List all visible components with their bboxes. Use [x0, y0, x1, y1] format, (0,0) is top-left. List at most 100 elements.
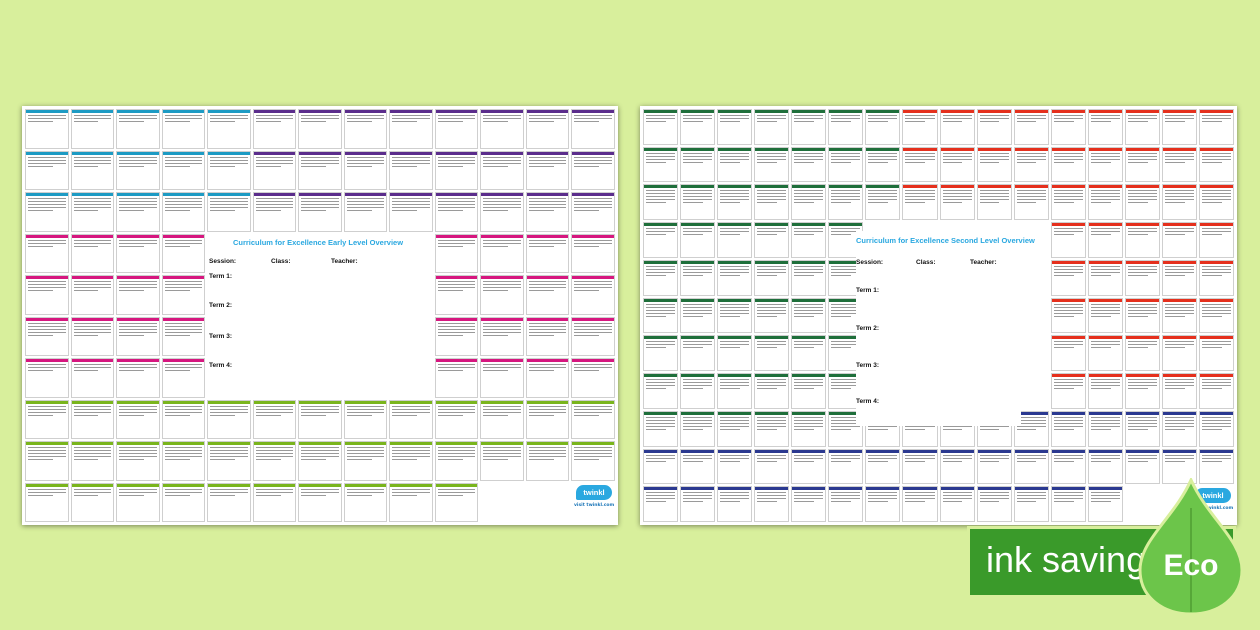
outcome-cell — [976, 448, 1012, 485]
outcome-cell — [571, 316, 615, 356]
outcome-cell — [161, 192, 206, 232]
outcome-cell — [643, 109, 679, 145]
outcome-cell — [976, 146, 1012, 183]
outcome-cell — [976, 486, 1012, 522]
outcome-cell — [680, 259, 716, 296]
outcome-cell — [525, 192, 570, 232]
outcome-cell — [25, 441, 69, 481]
outcome-cell — [116, 275, 160, 315]
leaf-icon: Eco — [1138, 478, 1244, 616]
outcome-cell — [116, 358, 160, 398]
outcome-cell — [1124, 410, 1160, 447]
outcome-cell — [298, 441, 342, 481]
outcome-cell — [1124, 184, 1160, 221]
outcome-cell — [791, 222, 827, 258]
outcome-cell — [525, 399, 570, 439]
outcome-cell — [754, 486, 790, 522]
outcome-cell — [161, 109, 206, 149]
outcome-cell — [680, 184, 716, 221]
outcome-cell — [70, 109, 115, 149]
outcome-cell — [1050, 297, 1086, 334]
twinkl-url: visit twinkl.com — [574, 503, 615, 508]
outcome-cell — [207, 150, 251, 190]
outcome-cell — [70, 233, 115, 273]
outcome-cell — [389, 150, 433, 190]
outcome-cell — [116, 109, 160, 149]
outcome-cell — [116, 441, 160, 481]
outcome-cell — [434, 358, 479, 398]
outcome-cell — [1087, 448, 1123, 485]
outcome-cell — [643, 297, 679, 334]
outcome-cell — [791, 335, 827, 372]
outcome-cell — [571, 150, 615, 190]
outcome-cell — [571, 192, 615, 232]
outcome-cell — [252, 482, 297, 522]
outcome-cell — [1087, 222, 1123, 258]
outcome-cell — [161, 316, 206, 356]
outcome-cell — [207, 109, 251, 149]
outcome-cell — [976, 109, 1012, 145]
outcome-cell — [343, 399, 388, 439]
outcome-cell — [1050, 259, 1086, 296]
outcome-cell — [525, 150, 570, 190]
outcome-cell — [434, 109, 479, 149]
outcome-cell — [680, 448, 716, 485]
outcome-cell — [828, 146, 864, 183]
outcome-cell — [717, 410, 753, 447]
second-teacher-label: Teacher: — [970, 259, 997, 266]
outcome-cell — [791, 109, 827, 145]
outcome-cell — [434, 233, 479, 273]
outcome-cell — [252, 399, 297, 439]
outcome-cell — [525, 109, 570, 149]
outcome-cell — [70, 482, 115, 522]
outcome-cell — [1161, 109, 1197, 145]
outcome-cell — [1124, 373, 1160, 409]
outcome-cell — [161, 275, 206, 315]
outcome-cell — [434, 441, 479, 481]
outcome-cell — [828, 448, 864, 485]
outcome-cell — [1050, 373, 1086, 409]
early-level-sheet: Curriculum for Excellence Early Level Ov… — [22, 106, 618, 525]
outcome-cell — [865, 109, 901, 145]
outcome-cell — [754, 259, 790, 296]
outcome-cell — [1124, 222, 1160, 258]
outcome-cell — [643, 410, 679, 447]
outcome-cell — [480, 192, 524, 232]
outcome-cell — [717, 259, 753, 296]
outcome-cell — [754, 373, 790, 409]
outcome-cell — [791, 184, 827, 221]
outcome-cell — [754, 448, 790, 485]
early-outcomes-grid — [25, 109, 615, 522]
outcome-cell — [902, 448, 938, 485]
outcome-cell — [976, 184, 1012, 221]
outcome-cell — [643, 448, 679, 485]
outcome-cell — [1161, 297, 1197, 334]
outcome-cell — [939, 109, 975, 145]
outcome-cell — [252, 192, 297, 232]
outcome-cell — [754, 184, 790, 221]
outcome-cell — [343, 150, 388, 190]
outcome-cell — [434, 150, 479, 190]
outcome-cell — [389, 192, 433, 232]
outcome-cell — [902, 146, 938, 183]
outcome-cell — [25, 150, 69, 190]
second-class-label: Class: — [916, 259, 936, 266]
outcome-cell — [1161, 184, 1197, 221]
outcome-cell — [1198, 410, 1234, 447]
outcome-cell — [1013, 448, 1049, 485]
outcome-cell — [791, 373, 827, 409]
outcome-cell — [70, 150, 115, 190]
outcome-cell — [939, 146, 975, 183]
outcome-cell — [1087, 297, 1123, 334]
outcome-cell — [25, 482, 69, 522]
outcome-cell — [1161, 410, 1197, 447]
outcome-cell — [70, 399, 115, 439]
outcome-cell — [343, 441, 388, 481]
outcome-cell — [434, 192, 479, 232]
outcome-cell — [1050, 109, 1086, 145]
outcome-cell — [643, 222, 679, 258]
outcome-cell — [116, 482, 160, 522]
outcome-cell — [25, 399, 69, 439]
early-class-label: Class: — [271, 258, 291, 265]
outcome-cell — [902, 486, 938, 522]
